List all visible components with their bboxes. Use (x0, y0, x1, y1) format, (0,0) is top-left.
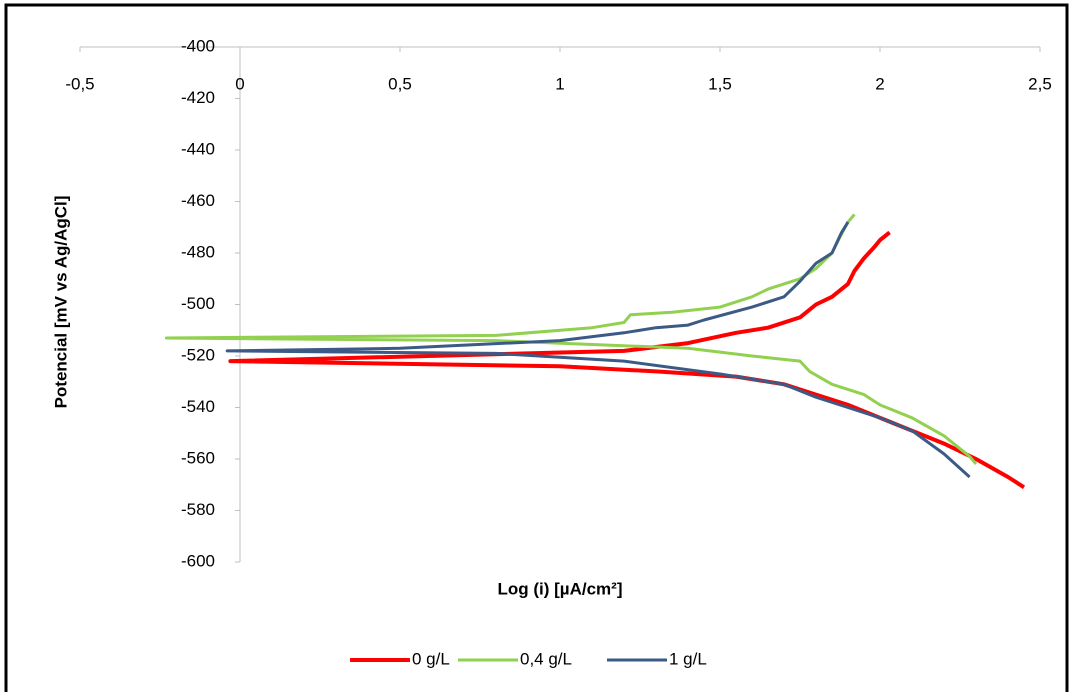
y-tick-label: -480 (181, 242, 215, 261)
legend-label: 0,4 g/L (520, 649, 572, 668)
y-tick-label: -540 (181, 397, 215, 416)
y-tick-label: -460 (181, 191, 215, 210)
x-tick-label: 1 (555, 74, 564, 93)
legend-label: 1 g/L (669, 649, 707, 668)
legend-label: 0 g/L (412, 649, 450, 668)
x-tick-label: 1,5 (708, 74, 732, 93)
y-tick-label: -500 (181, 294, 215, 313)
y-tick-label: -420 (181, 88, 215, 107)
x-tick-label: 0,5 (388, 74, 412, 93)
x-tick-label: 2,5 (1028, 74, 1052, 93)
y-tick-label: -580 (181, 500, 215, 519)
x-tick-label: -0,5 (65, 74, 94, 93)
y-axis-title: Potencial [mV vs Ag/AgCl] (51, 196, 70, 409)
x-tick-label: 2 (875, 74, 884, 93)
y-tick-label: -400 (181, 36, 215, 55)
x-tick-label: 0 (235, 74, 244, 93)
y-tick-label: -440 (181, 139, 215, 158)
y-tick-label: -600 (181, 551, 215, 570)
y-tick-label: -520 (181, 345, 215, 364)
chart: Log (i) [µA/cm²] Potencial [mV vs Ag/AgC… (0, 0, 1072, 692)
y-tick-label: -560 (181, 448, 215, 467)
x-axis-title: Log (i) [µA/cm²] (498, 579, 623, 598)
